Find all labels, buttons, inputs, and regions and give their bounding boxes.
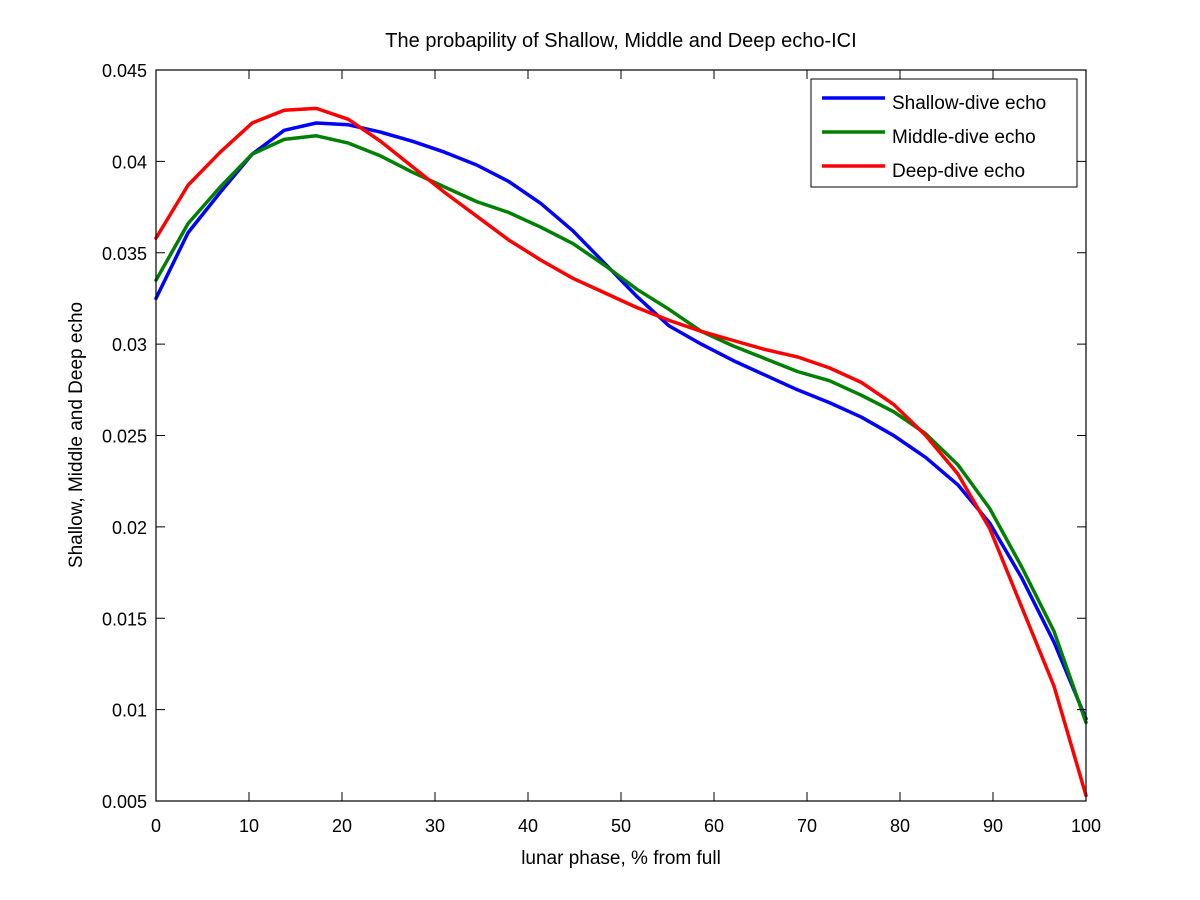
y-tick-label: 0.045 xyxy=(102,61,147,81)
x-axis-ticks: 0 10 20 30 40 50 60 70 80 90 100 xyxy=(151,70,1101,836)
y-axis-label: Shallow, Middle and Deep echo xyxy=(66,302,87,568)
y-tick-label: 0.01 xyxy=(112,701,147,721)
y-tick-label: 0.015 xyxy=(102,609,147,629)
y-tick-label: 0.035 xyxy=(102,244,147,264)
y-tick-label: 0.03 xyxy=(112,335,147,355)
series-line-shallow xyxy=(154,121,1088,721)
x-tick-label: 30 xyxy=(425,816,445,836)
y-tick-label: 0.02 xyxy=(112,518,147,538)
y-tick-label: 0.005 xyxy=(102,792,147,812)
plot-area xyxy=(156,70,1086,801)
series-line-middle xyxy=(154,134,1088,725)
legend-entry-deep: Deep-dive echo xyxy=(822,161,1025,182)
x-tick-label: 70 xyxy=(797,816,817,836)
x-tick-label: 90 xyxy=(983,816,1003,836)
y-tick-label: 0.025 xyxy=(102,427,147,447)
x-tick-label: 50 xyxy=(611,816,631,836)
x-axis-label: lunar phase, % from full xyxy=(521,848,721,869)
legend: Shallow-dive echo Middle-dive echo Deep-… xyxy=(810,78,1078,188)
x-tick-label: 100 xyxy=(1071,816,1101,836)
legend-entry-middle: Middle-dive echo xyxy=(822,127,1036,148)
legend-label-deep: Deep-dive echo xyxy=(892,161,1025,182)
legend-entry-shallow: Shallow-dive echo xyxy=(822,93,1046,114)
legend-label-shallow: Shallow-dive echo xyxy=(892,93,1046,114)
x-tick-label: 60 xyxy=(704,816,724,836)
series-layer xyxy=(154,106,1088,798)
chart-title: The probapility of Shallow, Middle and D… xyxy=(385,30,856,52)
x-tick-label: 80 xyxy=(890,816,910,836)
series-line-deep xyxy=(154,106,1088,798)
legend-label-middle: Middle-dive echo xyxy=(892,127,1036,148)
x-tick-label: 0 xyxy=(151,816,161,836)
x-tick-label: 40 xyxy=(518,816,538,836)
x-tick-label: 20 xyxy=(332,816,352,836)
y-axis-ticks: 0.005 0.01 0.015 0.02 0.025 0.03 0.035 0.04 0.04… xyxy=(102,61,1086,812)
x-tick-label: 10 xyxy=(239,816,259,836)
y-tick-label: 0.04 xyxy=(112,152,147,172)
